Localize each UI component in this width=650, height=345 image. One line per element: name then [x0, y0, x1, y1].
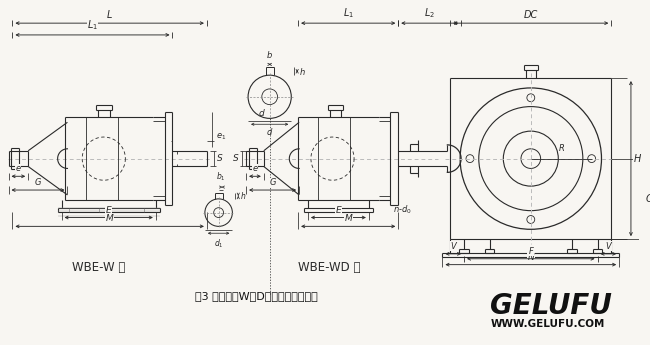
Text: S: S: [233, 154, 239, 163]
Text: b: b: [267, 51, 272, 60]
Text: e: e: [252, 164, 257, 173]
Text: $h$: $h$: [299, 66, 306, 77]
Text: $L_1$: $L_1$: [343, 7, 354, 20]
Text: e: e: [16, 164, 21, 173]
Text: C: C: [645, 194, 650, 204]
Text: N: N: [527, 253, 534, 262]
Text: $b_1$: $b_1$: [216, 171, 226, 183]
Text: G: G: [34, 178, 41, 187]
Text: WBE-WD 型: WBE-WD 型: [298, 261, 361, 274]
Text: DC: DC: [524, 10, 538, 20]
Text: $d_1$: $d_1$: [214, 237, 224, 250]
Text: V: V: [606, 242, 611, 251]
Text: M: M: [106, 214, 114, 224]
Text: L: L: [107, 10, 112, 20]
Text: d: d: [267, 128, 272, 137]
Text: R: R: [558, 144, 564, 153]
Text: M: M: [344, 214, 352, 224]
Text: F: F: [528, 247, 533, 256]
Text: $L_1$: $L_1$: [87, 18, 98, 32]
Text: S: S: [216, 154, 222, 163]
Text: WBE-W 型: WBE-W 型: [72, 261, 125, 274]
Text: WWW.GELUFU.COM: WWW.GELUFU.COM: [490, 318, 604, 328]
Text: $e_1$: $e_1$: [216, 132, 226, 142]
Text: $L_2$: $L_2$: [424, 7, 436, 20]
Text: $h$: $h$: [240, 190, 246, 201]
Text: E: E: [335, 206, 341, 215]
Text: 图3 双级卧式W（D）型减速器的外形: 图3 双级卧式W（D）型减速器的外形: [194, 291, 317, 301]
Text: $n$-$d_0$: $n$-$d_0$: [393, 204, 412, 216]
Text: E: E: [106, 206, 112, 215]
Text: GELUFU: GELUFU: [489, 292, 612, 320]
Text: $d$: $d$: [258, 107, 266, 118]
Text: V: V: [450, 242, 456, 251]
Text: G: G: [269, 178, 276, 187]
Text: H: H: [634, 154, 642, 164]
